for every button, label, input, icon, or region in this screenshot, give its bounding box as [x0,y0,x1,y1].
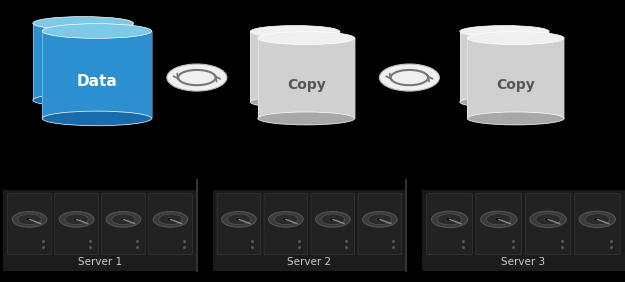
Circle shape [26,218,33,221]
Circle shape [167,218,174,221]
Ellipse shape [42,111,152,126]
Circle shape [235,218,242,221]
Text: Server 3: Server 3 [501,257,546,267]
Circle shape [579,211,616,228]
Polygon shape [460,31,549,102]
Polygon shape [42,31,152,118]
Circle shape [227,214,251,225]
Ellipse shape [379,64,439,91]
Circle shape [18,214,41,225]
Circle shape [65,214,88,225]
FancyBboxPatch shape [217,194,261,255]
FancyBboxPatch shape [213,190,406,254]
Circle shape [106,212,141,227]
Circle shape [112,214,135,225]
Polygon shape [33,23,134,100]
FancyBboxPatch shape [264,194,308,255]
Circle shape [59,212,94,227]
Ellipse shape [258,112,355,125]
Circle shape [544,217,552,221]
Circle shape [321,214,344,225]
Ellipse shape [251,26,339,37]
Text: Copy: Copy [496,78,535,92]
Circle shape [316,212,350,227]
Circle shape [438,214,462,225]
FancyBboxPatch shape [311,194,355,255]
Circle shape [446,217,454,221]
FancyBboxPatch shape [8,194,51,255]
FancyBboxPatch shape [3,253,197,271]
FancyBboxPatch shape [422,253,625,271]
Circle shape [481,211,517,228]
Circle shape [495,217,502,221]
Ellipse shape [167,64,227,91]
Ellipse shape [251,96,339,108]
Circle shape [329,218,337,221]
Ellipse shape [33,94,134,107]
Circle shape [159,214,182,225]
Circle shape [282,218,289,221]
Circle shape [376,218,384,221]
FancyBboxPatch shape [574,194,620,255]
Circle shape [12,212,47,227]
Text: Copy: Copy [287,78,326,92]
Circle shape [153,212,188,227]
Ellipse shape [468,32,564,45]
Ellipse shape [460,26,549,37]
FancyBboxPatch shape [3,190,197,254]
FancyBboxPatch shape [476,194,522,255]
FancyBboxPatch shape [358,194,402,255]
Ellipse shape [42,24,152,38]
Circle shape [362,212,397,227]
Circle shape [368,214,392,225]
Circle shape [536,214,561,225]
Ellipse shape [258,32,355,45]
FancyBboxPatch shape [102,194,146,255]
FancyBboxPatch shape [54,194,98,255]
Circle shape [530,211,566,228]
Circle shape [486,214,511,225]
Circle shape [72,218,80,221]
Text: Server 1: Server 1 [78,257,122,267]
Ellipse shape [33,17,134,30]
FancyBboxPatch shape [525,194,571,255]
Circle shape [120,218,127,221]
Ellipse shape [468,112,564,125]
FancyBboxPatch shape [213,253,406,271]
Polygon shape [258,38,355,118]
Circle shape [431,211,468,228]
FancyBboxPatch shape [427,194,472,255]
Text: Data: Data [76,74,118,89]
Circle shape [274,214,298,225]
Polygon shape [251,31,339,102]
Circle shape [585,214,609,225]
Polygon shape [467,38,564,118]
Circle shape [593,217,601,221]
FancyBboxPatch shape [149,194,192,255]
Circle shape [222,212,256,227]
Ellipse shape [460,96,549,108]
Circle shape [269,212,303,227]
FancyBboxPatch shape [422,190,625,254]
Text: Server 2: Server 2 [288,257,331,267]
